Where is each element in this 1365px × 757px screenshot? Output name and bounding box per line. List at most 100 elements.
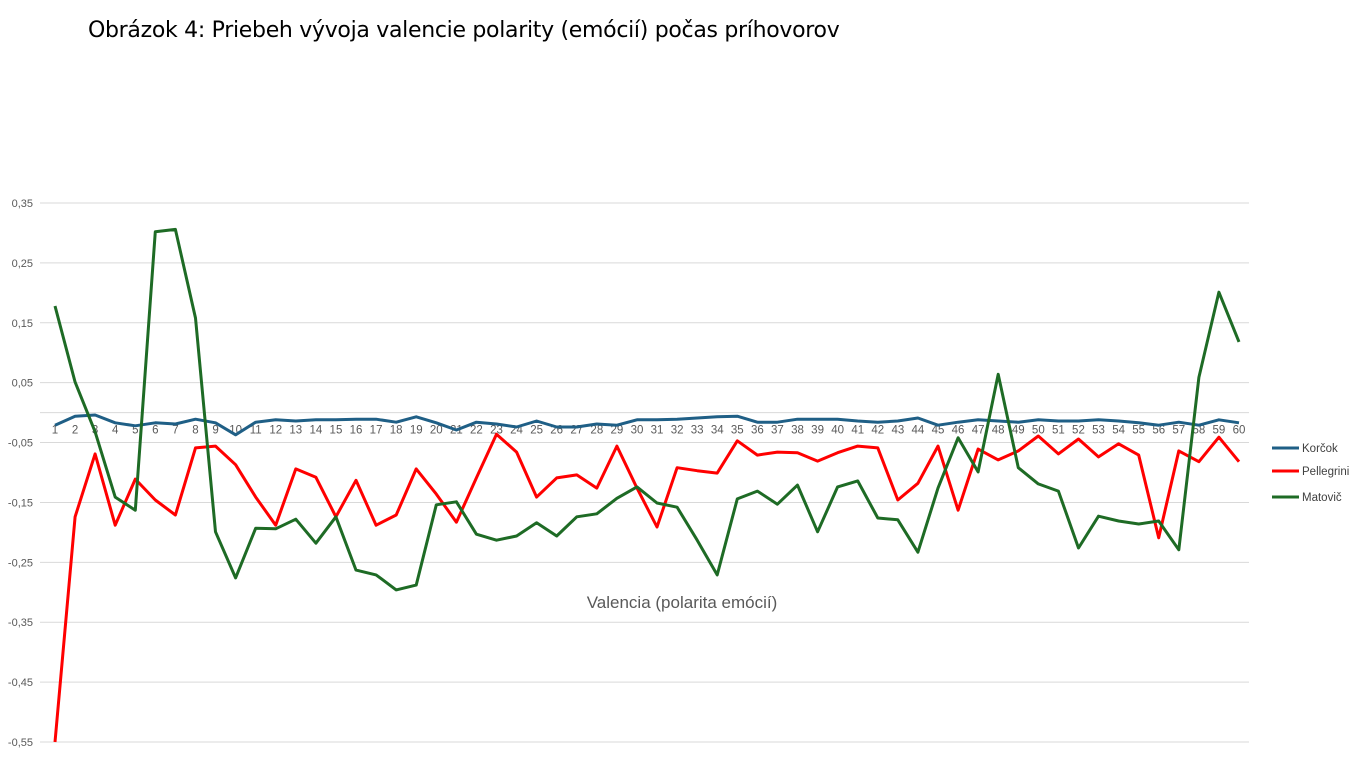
data-point [114,496,117,499]
x-tick-label: 14 [309,425,322,437]
data-point [615,424,618,427]
x-tick-label: 2 [72,425,78,437]
data-point [836,485,839,488]
x-tick-label: 8 [192,425,198,437]
data-point [294,467,297,470]
data-point [74,381,77,384]
data-point [74,415,77,418]
data-point [194,316,197,319]
data-point [796,418,799,421]
x-tick-label: 53 [1092,425,1105,437]
data-point [535,521,538,524]
data-point [1117,520,1120,523]
data-point [615,445,618,448]
data-point [134,509,137,512]
y-tick-label: 0,05 [12,378,33,390]
data-point [194,418,197,421]
x-tick-label: 44 [912,425,925,437]
legend-label: Matovič [1302,492,1342,504]
data-point [1037,482,1040,485]
x-tick-label: 25 [530,425,543,437]
data-point [896,419,899,422]
data-point [435,493,438,496]
data-point [1037,418,1040,421]
data-point [936,445,939,448]
data-point [54,741,57,744]
data-point [334,515,337,518]
x-tick-label: 36 [751,425,764,437]
x-tick-label: 48 [992,425,1005,437]
x-tick-label: 42 [871,425,884,437]
data-point [314,542,317,545]
data-point [395,421,398,424]
x-tick-label: 34 [711,425,724,437]
data-point [997,373,1000,376]
data-point [395,514,398,517]
data-point [395,588,398,591]
data-point [1238,421,1241,424]
data-point [375,573,378,576]
data-point [676,418,679,421]
series-line-korčok [54,413,1240,437]
data-point [54,424,57,427]
data-point [555,476,558,479]
legend-label: Korčok [1302,443,1338,455]
y-tick-label: -0,45 [8,677,33,689]
data-point [1017,421,1020,424]
x-tick-label: 45 [932,425,945,437]
x-tick-label: 50 [1032,425,1045,437]
x-tick-label: 11 [250,425,262,437]
data-point [1197,424,1200,427]
x-tick-label: 54 [1112,425,1125,437]
data-point [355,418,358,421]
data-point [274,418,277,421]
x-tick-label: 39 [811,425,824,437]
data-point [1137,523,1140,526]
x-tick-label: 31 [651,425,664,437]
data-point [696,539,699,542]
y-tick-label: -0,55 [8,737,33,749]
data-point [314,418,317,421]
data-point [716,472,719,475]
x-tick-label: 1 [52,425,58,437]
data-point [294,419,297,422]
x-tick-label: 41 [851,425,864,437]
data-point [495,433,498,436]
data-point [856,419,859,422]
data-point [114,421,117,424]
y-tick-label: -0,25 [8,557,33,569]
x-tick-label: 35 [731,425,744,437]
data-point [375,524,378,527]
data-point [916,551,919,554]
data-point [595,512,598,515]
data-point [736,415,739,418]
data-point [154,230,157,233]
data-point [776,503,779,506]
data-point [876,517,879,520]
data-point [154,421,157,424]
data-point [756,421,759,424]
data-point [314,476,317,479]
y-tick-label: 0,35 [12,198,33,210]
data-point [696,469,699,472]
x-tick-label: 56 [1152,425,1165,437]
data-point [997,458,1000,461]
x-tick-label: 20 [430,425,443,437]
data-point [656,502,659,505]
data-point [355,569,358,572]
x-axis-title: Valencia (polarita emócií) [587,593,778,612]
data-point [1017,449,1020,452]
data-point [716,573,719,576]
data-point [736,497,739,500]
data-point [696,417,699,420]
data-point [254,421,257,424]
data-point [535,496,538,499]
data-point [274,527,277,530]
data-point [375,418,378,421]
x-tick-label: 23 [490,425,503,437]
data-point [776,451,779,454]
data-point [1137,454,1140,457]
data-point [716,415,719,418]
data-point [154,499,157,502]
data-point [936,424,939,427]
